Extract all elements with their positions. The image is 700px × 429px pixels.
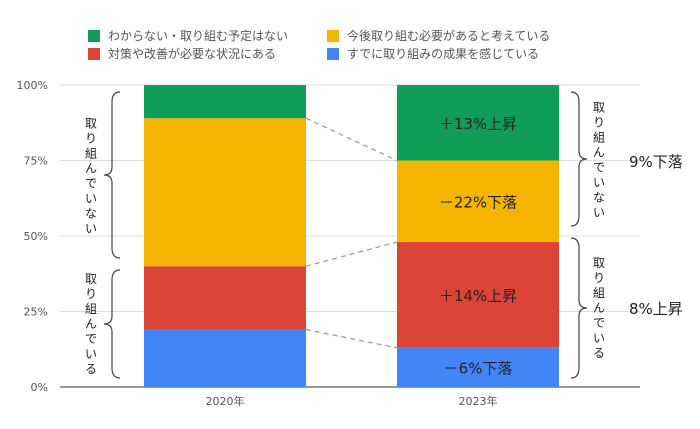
legend-label: 今後取り組む必要があると考えている <box>347 28 550 43</box>
bracket-char: ん <box>85 317 97 331</box>
bracket-char: 取 <box>85 272 97 286</box>
bracket-char: ん <box>593 301 605 315</box>
bracket-char: り <box>85 287 97 301</box>
bracket-char: な <box>593 191 605 205</box>
legend-swatch <box>327 30 339 42</box>
bracket-char: い <box>593 176 605 190</box>
legend-swatch <box>88 30 100 42</box>
bar-segment <box>144 266 306 330</box>
bracket-char: い <box>593 331 605 345</box>
bracket-char: る <box>593 346 605 360</box>
bracket-char: ん <box>593 146 605 160</box>
brace <box>570 91 588 227</box>
x-tick-label: 2023年 <box>459 394 498 408</box>
bracket-char: り <box>593 271 605 285</box>
connector-line <box>305 241 398 267</box>
bar-segment <box>397 85 559 161</box>
connector-line <box>305 117 398 162</box>
bracket-char: り <box>85 132 97 146</box>
bracket-char: 組 <box>85 302 97 316</box>
bracket-char: り <box>593 116 605 130</box>
segment-label: ＋13%上昇 <box>439 115 517 133</box>
bracket-char: い <box>85 192 97 206</box>
legend-label: わからない・取り組む予定はない <box>108 28 288 43</box>
y-tick-label: 0% <box>31 381 48 394</box>
legend-swatch <box>327 48 339 60</box>
legend: わからない・取り組む予定はない 今後取り組む必要があると考えている対策や改善が必要… <box>88 28 550 61</box>
bracket-char: る <box>85 362 97 376</box>
segment-label: ＋14%上昇 <box>439 287 517 305</box>
bracket-char: で <box>593 316 605 330</box>
bracket-char: 組 <box>85 147 97 161</box>
bracket-char: 組 <box>593 131 605 145</box>
bar-segment <box>397 160 559 243</box>
bracket-char: い <box>593 206 605 220</box>
y-axis: 0% 25% 50% 75% 100% <box>17 79 48 394</box>
y-tick-label: 100% <box>17 79 48 92</box>
side-summaries: 9%下落 8%上昇 <box>629 153 683 318</box>
bracket-char: ん <box>85 162 97 176</box>
bar-segment <box>397 347 559 387</box>
summary-bottom: 8%上昇 <box>629 300 683 318</box>
segment-label: －22%下落 <box>439 193 517 211</box>
bracket-char: 取 <box>593 256 605 270</box>
connector-line <box>305 329 398 349</box>
bar-segment <box>144 118 306 267</box>
y-tick-label: 75% <box>24 155 48 168</box>
brace <box>103 91 121 259</box>
bracket-char: い <box>85 222 97 236</box>
x-tick-label: 2020年 <box>206 394 245 408</box>
y-tick-label: 50% <box>24 230 48 243</box>
bracket-char: 取 <box>593 101 605 115</box>
bars <box>144 85 559 387</box>
legend-swatch <box>88 48 100 60</box>
bracket-char: で <box>85 332 97 346</box>
bracket-char: で <box>85 177 97 191</box>
connector-lines <box>305 117 398 349</box>
y-tick-label: 25% <box>24 306 48 319</box>
legend-label: すでに取り組みの成果を感じている <box>347 46 539 61</box>
segment-labels: －6%下落 ＋14%上昇 －22%下落 ＋13%上昇 <box>439 115 517 378</box>
bracket-char: で <box>593 161 605 175</box>
bar-segment <box>144 329 306 387</box>
legend-label: 対策や改善が必要な状況にある <box>108 46 276 61</box>
bar-segment <box>397 242 559 348</box>
bracket-char: 組 <box>593 286 605 300</box>
bracket-char: 取 <box>85 117 97 131</box>
bracket-char: い <box>85 347 97 361</box>
x-axis: 2020年 2023年 <box>206 394 498 408</box>
summary-top: 9%下落 <box>629 153 683 171</box>
segment-label: －6%下落 <box>444 359 513 377</box>
brace <box>570 237 588 379</box>
bar-segment <box>144 85 306 119</box>
bracket-char: な <box>85 207 97 221</box>
brace <box>103 269 121 379</box>
